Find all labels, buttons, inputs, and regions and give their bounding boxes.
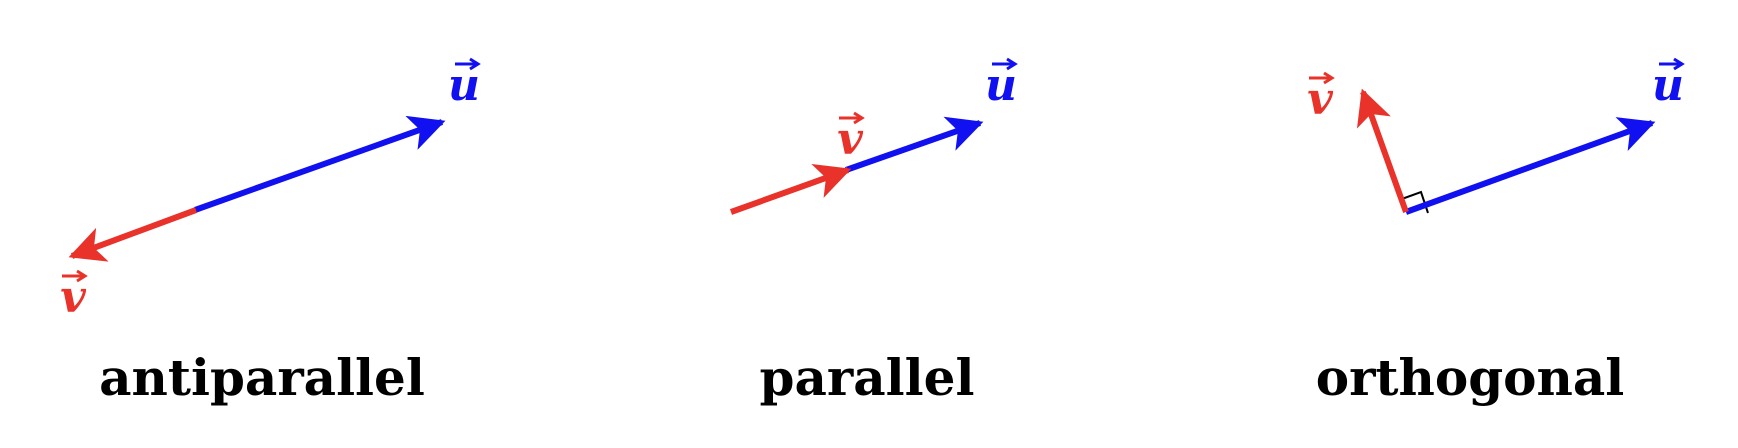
u-vector-label: u bbox=[448, 57, 481, 111]
v-label: v bbox=[1307, 74, 1333, 125]
v-vector-arrow bbox=[729, 164, 852, 215]
u-label: u bbox=[985, 60, 1017, 111]
u-vector-label: u bbox=[985, 57, 1018, 111]
caption-antiparallel: antiparallel bbox=[99, 348, 425, 407]
v-vector-arrow bbox=[1356, 88, 1409, 214]
v-vector-label: v bbox=[837, 111, 865, 165]
u-vector-arrow bbox=[1404, 117, 1656, 215]
u-arrow-accent-head bbox=[469, 57, 481, 71]
v-arrow-accent-head bbox=[1323, 71, 1335, 85]
v-arrow-accent-head bbox=[76, 269, 88, 283]
v-arrow-accent-head bbox=[853, 111, 865, 125]
v-label: v bbox=[837, 114, 863, 165]
u-vector-arrow bbox=[845, 116, 984, 173]
panel-orthogonal: u v orthogonal bbox=[1307, 57, 1685, 407]
u-label: u bbox=[448, 60, 480, 111]
v-vector-label: v bbox=[60, 269, 88, 323]
u-arrow-accent-head bbox=[1673, 57, 1685, 71]
v-label: v bbox=[60, 272, 86, 323]
panel-parallel: u v parallel bbox=[729, 57, 1018, 407]
u-vector-label: u bbox=[1652, 57, 1685, 111]
panel-antiparallel: u v antiparallel bbox=[60, 57, 481, 407]
v-vector-arrow bbox=[68, 207, 198, 262]
caption-orthogonal: orthogonal bbox=[1316, 348, 1625, 407]
caption-parallel: parallel bbox=[760, 348, 975, 407]
u-vector-arrow bbox=[193, 115, 446, 213]
u-label: u bbox=[1652, 60, 1684, 111]
u-arrow-accent-head bbox=[1006, 57, 1018, 71]
v-vector-label: v bbox=[1307, 71, 1335, 125]
